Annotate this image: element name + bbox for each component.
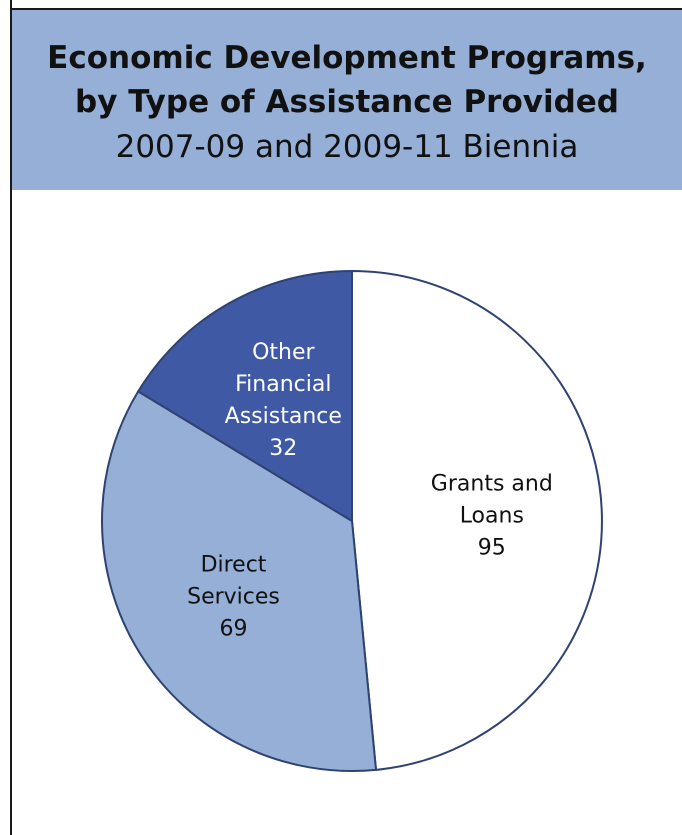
pie-slice-other-financial-assistance: [136, 269, 353, 523]
chart-header: Economic Development Programs, by Type o…: [12, 8, 682, 190]
pie-slice-value: 69: [220, 617, 248, 642]
pie-slice-label-line: Financial: [235, 372, 331, 397]
pie-slice-value: 95: [478, 535, 506, 560]
pie-slice-value: 32: [269, 436, 297, 461]
chart-title-line-1: Economic Development Programs,: [47, 40, 647, 76]
chart-title-line-2: by Type of Assistance Provided: [75, 84, 619, 120]
pie-slice-grants-and-loans: [351, 269, 603, 771]
pie-slice-label-0: Grants and Loans 95: [431, 471, 553, 560]
pie-slice-label-line: Assistance: [225, 404, 342, 429]
chart-subtitle: 2007-09 and 2009-11 Biennia: [115, 129, 579, 165]
pie-slice-label-line: Loans: [460, 503, 524, 528]
pie-slice-label-line: Direct: [201, 553, 267, 578]
pie-slice-direct-services: [101, 390, 378, 772]
pie-slice-label-line: Grants and: [431, 471, 553, 496]
pie-slice-label-line: Other: [252, 340, 315, 365]
pie-slice-label-1: Direct Services 69: [187, 553, 280, 642]
pie-slice-label-line: Services: [187, 585, 280, 610]
pie-slice-label-2: Other Financial Assistance 32: [225, 340, 342, 461]
left-border-rule: [10, 0, 12, 835]
